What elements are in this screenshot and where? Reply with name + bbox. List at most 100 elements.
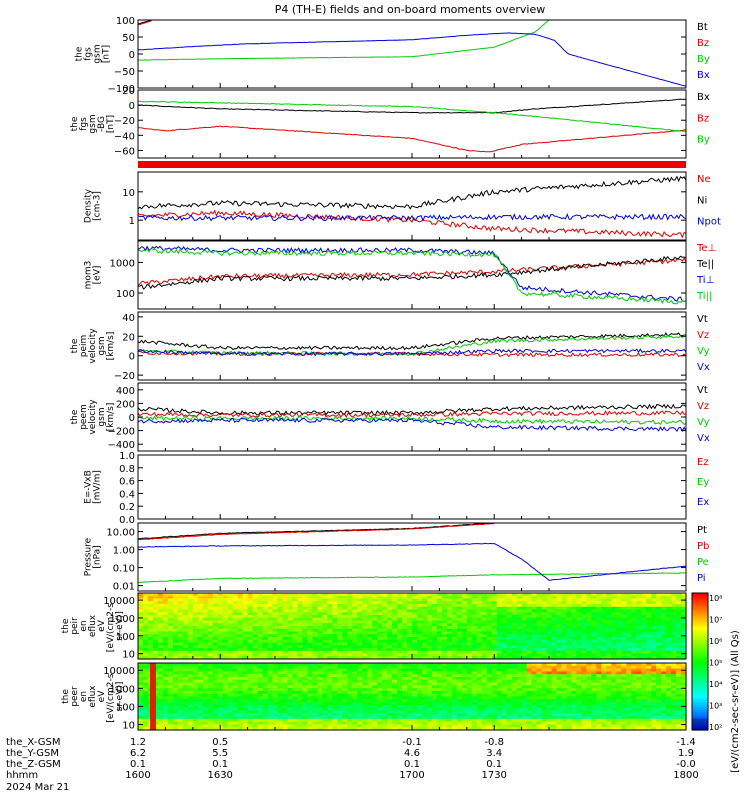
series-line-Bz — [137, 125, 687, 153]
legend-entry: Pe — [697, 557, 709, 568]
y-tick-label: −50 — [114, 67, 135, 78]
y-tick-label: 1.00 — [113, 546, 135, 557]
footer-value: -0.1 — [402, 737, 422, 748]
footer-value: 1730 — [481, 770, 506, 781]
y-axis-label: fgs — [84, 47, 94, 61]
legend-entry: Vy — [697, 417, 710, 428]
panel-frame — [137, 19, 687, 89]
y-axis-label: Pressure — [84, 537, 94, 576]
series-line-Vx — [137, 417, 687, 433]
y-axis-label: eflux — [88, 685, 98, 708]
legend-entry: Ti|| — [696, 291, 712, 302]
y-tick-label: −400 — [108, 440, 135, 451]
footer-value: 0.1 — [130, 759, 146, 770]
y-axis-label: the — [70, 338, 80, 353]
legend-entry: Ex — [697, 497, 709, 508]
y-axis-label: the — [75, 46, 85, 61]
y-tick-label: 0.6 — [119, 477, 135, 488]
legend-entry: Ti⊥ — [696, 275, 714, 286]
y-tick-label: 20 — [122, 86, 135, 97]
y-axis-label: [eV] — [93, 266, 103, 285]
legend-entry: Vx — [697, 433, 710, 444]
y-tick-label: 0.10 — [113, 564, 135, 575]
footer-date: 2024 Mar 21 — [6, 782, 69, 793]
colorbar-frame — [691, 592, 709, 731]
series-line-Ti⊥ — [137, 245, 687, 303]
y-axis-label: sr-eV)] — [115, 611, 125, 641]
y-tick-label: 100 — [116, 702, 135, 713]
footer-value: -0.0 — [676, 759, 696, 770]
footer-value: 1.2 — [130, 737, 146, 748]
colorbar-tick-label: 10⁷ — [709, 616, 722, 625]
series-group — [137, 403, 687, 433]
y-axis-label: gsm — [97, 336, 107, 355]
y-tick-label: 10 — [122, 721, 135, 732]
footer-value: 1.9 — [678, 748, 694, 759]
y-tick-label: 100 — [116, 632, 135, 643]
y-tick-label: 10000 — [103, 596, 135, 607]
series-line-By — [138, 19, 550, 61]
series-line-Vt — [137, 332, 687, 351]
y-axis-label: gsm — [97, 407, 107, 426]
series-line-Bx — [137, 98, 687, 114]
series-group — [137, 522, 687, 584]
series-line-Pi — [137, 542, 687, 581]
y-tick-label: 200 — [116, 399, 135, 410]
series-line-Bz — [137, 20, 152, 26]
y-axis-label: peem — [79, 404, 89, 430]
footer-row-label: hhmm — [6, 770, 38, 781]
series-line-Vx — [137, 348, 687, 357]
legend-entry: Te⊥ — [696, 243, 716, 254]
y-tick-label: 0.8 — [119, 464, 135, 475]
y-axis-label: E=-VxB — [84, 470, 94, 504]
panel-10 — [137, 662, 687, 731]
y-tick-label: 10000 — [103, 666, 135, 677]
footer-value: 1800 — [673, 770, 698, 781]
y-tick-label: −40 — [114, 131, 135, 142]
y-axis-label: [nPa] — [93, 545, 103, 568]
series-line-Bx — [137, 32, 687, 87]
colorbar-tick-label: 10⁴ — [709, 680, 722, 689]
series-group — [137, 332, 687, 358]
y-axis-label: eV — [97, 619, 107, 632]
panel-8 — [137, 522, 687, 592]
y-axis-label: peim — [79, 335, 89, 358]
panel-frame — [137, 454, 687, 520]
legend-entry: Pb — [697, 541, 709, 552]
series-line-Vz — [137, 410, 686, 419]
y-tick-label: 1 — [129, 216, 135, 227]
legend-entry: Vt — [697, 314, 708, 325]
legend-entry: Bz — [697, 113, 709, 124]
panel-9 — [137, 592, 687, 660]
legend-entry: Ez — [697, 457, 709, 468]
legend-entry: Vz — [697, 330, 709, 341]
footer-value: 0.1 — [212, 759, 228, 770]
y-axis-label: [km/s] — [106, 332, 116, 361]
series-line-Te⊥ — [137, 257, 687, 286]
legend-entry: Vt — [697, 385, 708, 396]
legend-entry: Ey — [697, 477, 709, 488]
colorbar-tick-label: 10⁵ — [709, 659, 722, 668]
legend-entry: Bx — [697, 92, 710, 103]
y-tick-label: 1.0 — [119, 451, 135, 462]
footer-value: 1700 — [399, 770, 424, 781]
y-tick-label: 0.01 — [113, 582, 135, 593]
y-axis-label: mom3 — [84, 261, 94, 290]
y-tick-label: 1000 — [110, 614, 135, 625]
footer-row-label: the_Y-GSM — [6, 748, 59, 759]
y-axis-label: the — [70, 116, 80, 131]
panel-7 — [137, 454, 687, 520]
footer-value: 6.2 — [130, 748, 146, 759]
legend-entry: By — [697, 54, 710, 65]
colorbar-tick-label: 10⁶ — [709, 637, 722, 646]
y-axis-label: gsm — [88, 114, 98, 133]
y-tick-label: 100 — [116, 16, 135, 27]
y-tick-label: 400 — [116, 386, 135, 397]
y-tick-label: 0 — [129, 50, 135, 61]
series-line-Pb — [137, 522, 495, 541]
legend-entry: Npot — [697, 217, 721, 228]
series-line-Pt — [137, 522, 495, 540]
legend-entry: Vz — [697, 401, 709, 412]
y-axis-label: the — [70, 409, 80, 424]
